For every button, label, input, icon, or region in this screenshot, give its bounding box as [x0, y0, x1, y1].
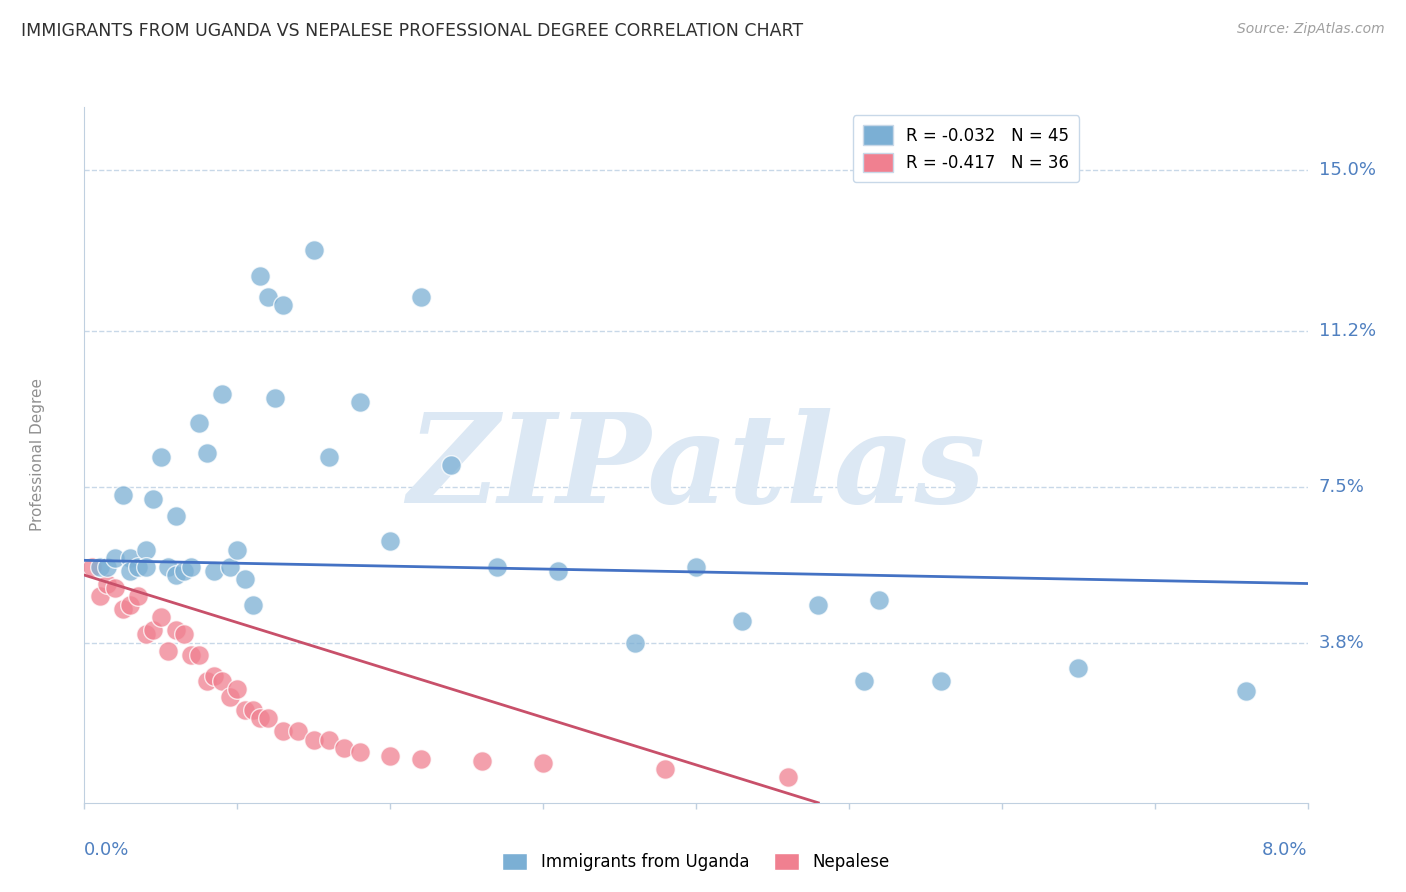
Point	[157, 559, 180, 574]
Point	[173, 627, 195, 641]
Text: Professional Degree: Professional Degree	[31, 378, 45, 532]
Point	[271, 298, 294, 312]
Point	[104, 581, 127, 595]
Point	[226, 542, 249, 557]
Point	[624, 635, 647, 649]
Point	[242, 703, 264, 717]
Point	[165, 568, 187, 582]
Point	[471, 754, 494, 768]
Point	[1067, 661, 1090, 675]
Point	[111, 488, 134, 502]
Point	[180, 648, 202, 663]
Point	[1234, 684, 1257, 698]
Point	[333, 741, 356, 756]
Point	[257, 711, 280, 725]
Point	[531, 756, 554, 770]
Point	[142, 492, 165, 507]
Point	[807, 598, 830, 612]
Point	[89, 589, 111, 603]
Point	[654, 762, 676, 776]
Point	[211, 386, 233, 401]
Point	[853, 673, 876, 688]
Point	[188, 417, 211, 431]
Point	[226, 681, 249, 696]
Point	[173, 564, 195, 578]
Point	[135, 542, 157, 557]
Point	[318, 450, 340, 464]
Point	[249, 711, 271, 725]
Point	[218, 690, 240, 705]
Point	[731, 615, 754, 629]
Point	[264, 391, 287, 405]
Point	[149, 610, 172, 624]
Point	[233, 572, 256, 586]
Point	[249, 268, 271, 283]
Point	[135, 559, 157, 574]
Point	[287, 724, 309, 739]
Point	[440, 458, 463, 473]
Point	[96, 559, 118, 574]
Point	[409, 751, 432, 765]
Point	[188, 648, 211, 663]
Point	[120, 598, 142, 612]
Text: IMMIGRANTS FROM UGANDA VS NEPALESE PROFESSIONAL DEGREE CORRELATION CHART: IMMIGRANTS FROM UGANDA VS NEPALESE PROFE…	[21, 22, 803, 40]
Point	[127, 559, 149, 574]
Point	[80, 559, 103, 574]
Point	[302, 732, 325, 747]
Point	[111, 602, 134, 616]
Point	[486, 559, 509, 574]
Point	[242, 598, 264, 612]
Point	[89, 559, 111, 574]
Text: 7.5%: 7.5%	[1319, 477, 1365, 496]
Point	[165, 623, 187, 637]
Point	[218, 559, 240, 574]
Point	[180, 559, 202, 574]
Legend: Immigrants from Uganda, Nepalese: Immigrants from Uganda, Nepalese	[495, 847, 897, 878]
Point	[409, 290, 432, 304]
Point	[257, 290, 280, 304]
Point	[271, 724, 294, 739]
Point	[380, 749, 402, 764]
Point	[142, 623, 165, 637]
Point	[104, 551, 127, 566]
Text: 15.0%: 15.0%	[1319, 161, 1375, 179]
Text: 0.0%: 0.0%	[84, 841, 129, 859]
Point	[149, 450, 172, 464]
Point	[318, 732, 340, 747]
Point	[195, 446, 218, 460]
Point	[135, 627, 157, 641]
Point	[120, 551, 142, 566]
Point	[165, 509, 187, 524]
Point	[120, 564, 142, 578]
Point	[302, 244, 325, 258]
Point	[195, 673, 218, 688]
Point	[547, 564, 569, 578]
Text: ZIPatlas: ZIPatlas	[406, 408, 986, 530]
Point	[127, 589, 149, 603]
Point	[96, 576, 118, 591]
Point	[929, 673, 952, 688]
Point	[776, 771, 799, 785]
Point	[349, 745, 371, 759]
Text: Source: ZipAtlas.com: Source: ZipAtlas.com	[1237, 22, 1385, 37]
Point	[380, 534, 402, 549]
Point	[869, 593, 891, 607]
Text: 8.0%: 8.0%	[1263, 841, 1308, 859]
Point	[202, 669, 225, 683]
Text: 11.2%: 11.2%	[1319, 321, 1376, 340]
Point	[157, 644, 180, 658]
Point	[211, 673, 233, 688]
Point	[233, 703, 256, 717]
Point	[349, 395, 371, 409]
Text: 3.8%: 3.8%	[1319, 633, 1364, 651]
Point	[685, 559, 707, 574]
Point	[202, 564, 225, 578]
